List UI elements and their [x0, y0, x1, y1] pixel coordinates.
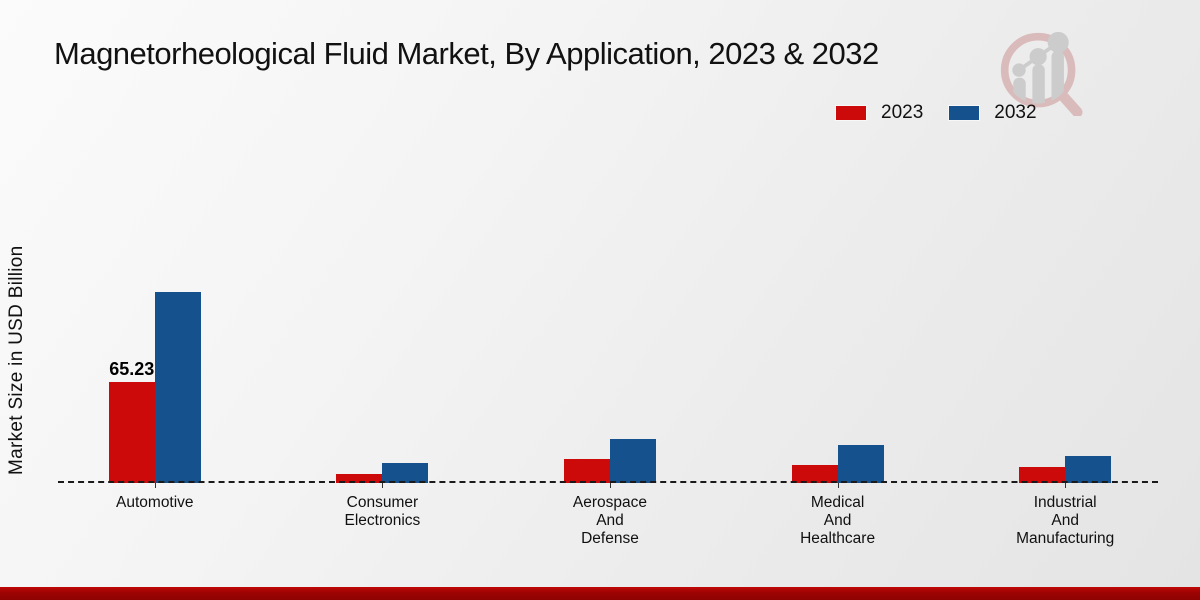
category-label-automotive: Automotive [116, 494, 194, 511]
logo-dot-3 [1047, 31, 1069, 53]
baseline-axis [58, 481, 1158, 483]
bar-group-industrial-and-manufacturing [1019, 456, 1112, 483]
legend-label-2023: 2023 [881, 102, 924, 123]
category-label-aerospace-and-defense: Aerospace And Defense [572, 494, 648, 547]
bar-group-consumer-electronics [336, 463, 429, 483]
axis-tick [1065, 483, 1067, 488]
logo-dot-2 [1029, 48, 1047, 66]
axis-tick [382, 483, 384, 488]
bar-2023-medical-and-healthcare [791, 465, 838, 483]
bar-2023-automotive [108, 382, 155, 483]
value-label-65.23: 65.23 [109, 359, 155, 379]
legend-swatch-2032 [949, 106, 980, 120]
bar-2032-consumer-electronics [382, 463, 429, 483]
plot-area: Automotive Consumer Electronics Aerospace An… [41, 149, 1179, 547]
bar-group-medical-and-healthcare [791, 445, 884, 483]
logo-dot-1 [1012, 63, 1026, 77]
y-axis-label: Market Size in USD Billion [6, 245, 27, 475]
bar-2032-aerospace-and-defense [610, 439, 656, 483]
bar-2032-industrial-and-manufacturing [1065, 456, 1112, 483]
bar-2023-consumer-electronics [336, 474, 383, 483]
logo-handle [1056, 89, 1083, 116]
legend-item-2023: 2023 [836, 102, 923, 124]
bar-2023-aerospace-and-defense [564, 459, 610, 483]
axis-tick [154, 483, 156, 488]
axis-tick [837, 483, 839, 488]
category-label-medical-and-healthcare: Medical And Healthcare [800, 494, 876, 547]
bar-group-aerospace-and-defense [564, 439, 656, 483]
bar-2032-automotive [154, 292, 201, 483]
legend-label-2032: 2032 [994, 102, 1037, 123]
legend-item-2032: 2032 [949, 102, 1037, 124]
bottom-strip [0, 587, 1200, 600]
bar-group-automotive [108, 292, 201, 483]
category-label-consumer-electronics: Consumer Electronics [344, 494, 421, 529]
legend: 2023 2032 [836, 102, 1037, 124]
bar-2023-industrial-and-manufacturing [1019, 467, 1066, 483]
magnifier-chart-logo-icon [1000, 31, 1083, 116]
bar-2032-medical-and-healthcare [837, 445, 884, 483]
page-title: Magnetorheological Fluid Market, By Appl… [54, 36, 879, 71]
axis-tick [610, 483, 611, 488]
category-label-industrial-and-manufacturing: Industrial And Manufacturing [1016, 494, 1115, 547]
legend-swatch-2023 [836, 106, 866, 120]
